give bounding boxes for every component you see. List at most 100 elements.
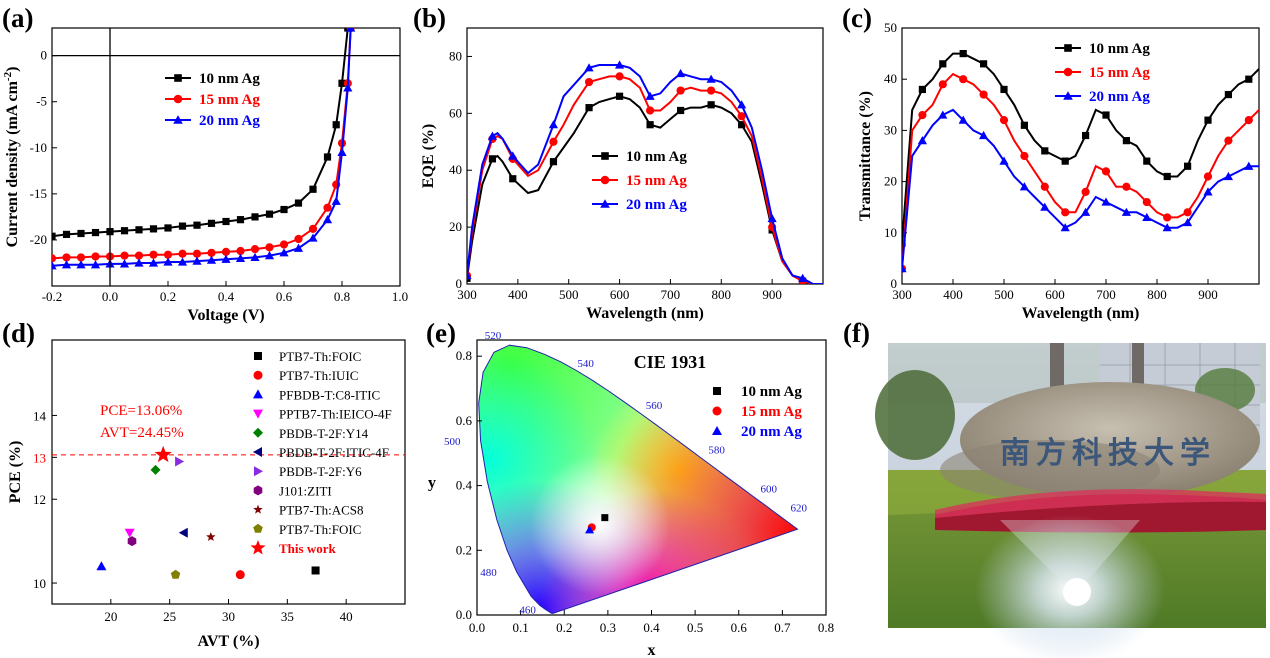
chart-title: CIE 1931 xyxy=(634,352,707,372)
legend-label: 20 nm Ag xyxy=(1089,89,1150,105)
x-tick-label: 1.0 xyxy=(392,289,408,304)
legend-label: This work xyxy=(279,541,336,556)
legend-label: PTB7-Th:ACS8 xyxy=(279,503,364,518)
data-point xyxy=(149,250,158,259)
data-point xyxy=(332,121,340,129)
series-line xyxy=(902,52,1259,244)
data-point xyxy=(1020,121,1028,129)
data-point xyxy=(1020,151,1029,161)
legend-marker xyxy=(712,406,722,416)
data-point xyxy=(135,226,143,234)
y-tick-label: 0.4 xyxy=(456,478,473,493)
x-tick-label: 0.8 xyxy=(818,620,834,635)
x-tick-label: 700 xyxy=(1096,287,1116,302)
wavelength-label: 600 xyxy=(761,484,778,496)
data-point xyxy=(1223,171,1233,181)
data-point xyxy=(148,258,159,267)
data-point xyxy=(509,175,517,183)
legend-label: 10 nm Ag xyxy=(1089,41,1150,57)
data-point xyxy=(308,233,318,242)
data-point xyxy=(279,248,289,257)
chart-c-transmittance: 300 400 500 600 700 800 900 0 10 20 30 40 50 10 nm Ag… xyxy=(857,20,1260,322)
data-point xyxy=(311,566,320,575)
data-point xyxy=(265,243,274,252)
wavelength-label: 580 xyxy=(708,444,725,456)
x-tick-label: 20 xyxy=(104,609,117,624)
data-point xyxy=(584,77,594,87)
legend-label: 15 nm Ag xyxy=(199,92,260,108)
legend-marker xyxy=(250,540,266,555)
y-tick-label: 13 xyxy=(33,450,46,465)
legend-label: 10 nm Ag xyxy=(741,384,802,400)
data-point xyxy=(707,86,716,95)
data-point xyxy=(62,253,71,262)
x-tick-label: 0.5 xyxy=(687,620,703,635)
data-point xyxy=(178,249,187,258)
x-tick-label: 300 xyxy=(892,287,912,302)
cie-white-point xyxy=(478,345,798,614)
data-point xyxy=(585,525,595,534)
y-tick-label: 40 xyxy=(449,162,462,177)
data-point xyxy=(1245,75,1253,83)
chart-a-jv-curves: -0.2 0.0 0.2 0.4 0.6 0.8 1.0 0 -5 -10 -15 -20 10 nm … xyxy=(2,27,408,324)
x-tick-label: 900 xyxy=(1198,287,1218,302)
y-tick-label: 60 xyxy=(449,105,462,120)
wavelength-label: 460 xyxy=(519,604,536,616)
data-point xyxy=(1142,212,1152,222)
y-tick-label: 30 xyxy=(884,122,897,137)
data-point xyxy=(979,90,988,99)
legend-label: 20 nm Ag xyxy=(199,113,260,129)
chart-e-cie1931: 0.0 0.1 0.2 0.3 0.4 0.5 0.6 0.7 0.8 0.0 0.2 0.4 0.6 0… xyxy=(428,330,834,658)
data-point xyxy=(676,86,685,95)
y-axis-label: Transmittance (%) xyxy=(857,91,874,221)
y-tick-label: 80 xyxy=(449,48,462,63)
legend-marker xyxy=(600,175,610,185)
data-point xyxy=(235,253,246,262)
legend-marker xyxy=(253,409,263,419)
x-axis-label: Voltage (V) xyxy=(187,307,264,324)
wavelength-label: 540 xyxy=(577,358,594,370)
x-tick-label: 0.3 xyxy=(600,620,616,635)
data-point xyxy=(1060,223,1070,232)
series-line xyxy=(467,95,823,284)
data-point xyxy=(77,229,85,238)
data-point xyxy=(585,104,593,112)
data-point xyxy=(645,106,655,115)
data-point xyxy=(221,254,231,263)
y-tick-label: 0 xyxy=(456,276,463,291)
data-point xyxy=(331,196,341,205)
data-point xyxy=(264,250,275,260)
x-axis-label: AVT (%) xyxy=(197,633,259,650)
data-point xyxy=(1224,136,1233,145)
panel-label-c: (c) xyxy=(842,3,872,33)
data-point xyxy=(177,257,188,266)
data-point xyxy=(120,227,129,235)
legend-label: PBDB-T-2F:Y6 xyxy=(279,464,362,479)
legend-label: PFBDB-T:C8-ITIC xyxy=(279,387,380,402)
data-point xyxy=(1101,167,1111,176)
data-point xyxy=(279,240,289,249)
legend-label: 20 nm Ag xyxy=(741,424,802,440)
legend-label: PBDB-T-2F:Y14 xyxy=(279,426,369,441)
data-point xyxy=(178,222,187,230)
data-point xyxy=(1203,172,1213,181)
panel-label-e: (e) xyxy=(426,318,456,348)
data-point xyxy=(1184,162,1192,170)
x-tick-label: 0.6 xyxy=(276,289,293,304)
plot-area xyxy=(96,445,320,580)
x-tick-label: 0.4 xyxy=(643,620,660,635)
data-point xyxy=(206,532,216,541)
data-point xyxy=(134,258,144,267)
x-tick-label: 0.1 xyxy=(513,620,529,635)
data-point xyxy=(1122,182,1131,191)
legend-marker xyxy=(253,370,263,380)
data-point xyxy=(1040,182,1049,191)
legend-marker xyxy=(174,74,182,82)
data-point xyxy=(488,155,497,163)
wavelength-label: 560 xyxy=(646,400,663,412)
y-tick-label: 0 xyxy=(891,276,898,291)
data-point xyxy=(76,260,86,269)
data-point xyxy=(91,228,100,237)
data-point xyxy=(235,570,245,580)
